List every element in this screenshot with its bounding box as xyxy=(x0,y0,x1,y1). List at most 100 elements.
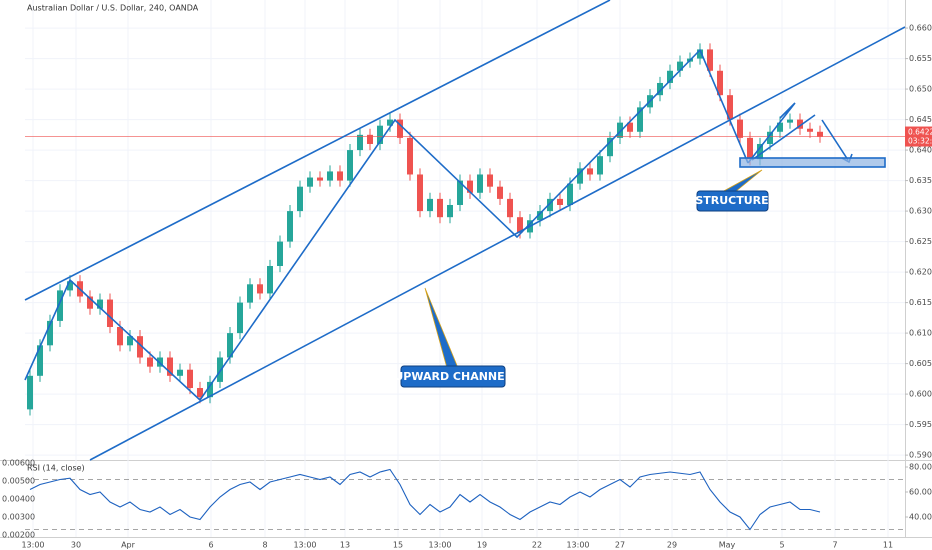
candle-body xyxy=(707,49,713,71)
candle-body xyxy=(617,122,623,138)
candle-body xyxy=(27,375,33,410)
x-tick-label: 5 xyxy=(779,541,784,550)
rsi-title: RSI (14, close) xyxy=(27,464,85,473)
x-tick-label: 22 xyxy=(532,541,542,550)
x-tick-label: 13:00 xyxy=(428,541,451,550)
y-tick-label: 60.00 xyxy=(909,488,932,497)
x-tick-label: 13:00 xyxy=(21,541,44,550)
y-tick-label: 0.61500 xyxy=(909,298,932,307)
candle-body xyxy=(627,122,633,132)
candle-body xyxy=(307,177,313,187)
y-tick-label: 0.59500 xyxy=(909,420,932,429)
candle-body xyxy=(167,357,173,376)
x-tick-label: 19 xyxy=(477,541,487,550)
candle-body xyxy=(457,180,463,205)
annotation: STRUCTURE xyxy=(695,194,768,207)
drawings xyxy=(24,0,906,461)
candle-body xyxy=(427,198,433,212)
candle-body xyxy=(667,70,673,83)
candle-body xyxy=(187,369,193,389)
candle-body xyxy=(107,299,113,328)
candle-body xyxy=(237,302,243,334)
candle-body xyxy=(537,211,543,221)
candle-body xyxy=(127,336,133,346)
candle-body xyxy=(477,174,483,193)
flag-upper xyxy=(747,102,796,164)
candle-body xyxy=(717,70,723,96)
candle-body xyxy=(467,180,473,193)
candle-body xyxy=(597,156,603,175)
x-tick-label: 13:00 xyxy=(566,541,589,550)
candle-body xyxy=(37,345,43,376)
x-tick-label: Apr xyxy=(121,541,136,550)
annotation: UPWARD CHANNEL xyxy=(394,370,511,383)
y-tick-label: 0.63000 xyxy=(909,207,932,216)
x-tick-label: 8 xyxy=(262,541,267,550)
x-tick-label: 6 xyxy=(208,541,213,550)
candle-body xyxy=(517,217,523,233)
candle-body xyxy=(697,49,703,59)
candle-body xyxy=(607,137,613,157)
candle-body xyxy=(767,131,773,144)
x-tick-label: 27 xyxy=(615,541,625,550)
x-tick-label: 7 xyxy=(832,541,837,550)
candle-body xyxy=(437,198,443,218)
y-tick-label: 0.63500 xyxy=(909,176,932,185)
y2-tick-label: 0.00300 xyxy=(2,513,35,522)
candle-body xyxy=(727,95,733,120)
candle-body xyxy=(177,369,183,376)
candle-body xyxy=(217,357,223,382)
candle-body xyxy=(317,177,323,181)
callout-box xyxy=(400,365,506,388)
candle-body xyxy=(137,336,143,358)
candle-body xyxy=(487,174,493,187)
candle-body xyxy=(87,296,93,309)
y-tick-label: 0.59000 xyxy=(909,451,932,460)
last-price-label: 0.64222 xyxy=(908,128,932,137)
x-tick-label: 30 xyxy=(71,541,81,550)
y-tick-label: 0.61000 xyxy=(909,329,932,338)
candle-body xyxy=(267,265,273,294)
candle-body xyxy=(367,134,373,144)
zigzag xyxy=(24,48,749,402)
candle-body xyxy=(247,284,253,303)
candle-body xyxy=(357,134,363,151)
x-tick-label: 13 xyxy=(340,541,350,550)
candle-body xyxy=(447,204,453,218)
candle-body xyxy=(637,107,643,132)
candle-body xyxy=(777,122,783,132)
candle-body xyxy=(407,137,413,175)
candle-body xyxy=(277,241,283,266)
candle-body xyxy=(797,119,803,129)
y-tick-label: 0.60500 xyxy=(909,359,932,368)
x-tick-label: May xyxy=(719,541,736,550)
y-tick-label: 80.00 xyxy=(909,463,932,472)
y-tick-label: 0.62500 xyxy=(909,237,932,246)
candle-body xyxy=(67,281,73,291)
y2-tick-label: 0.00200 xyxy=(2,531,35,540)
candle-body xyxy=(47,320,53,346)
candle-body xyxy=(97,299,103,309)
candle-body xyxy=(757,143,763,160)
candle-body xyxy=(587,168,593,175)
y-tick-label: 0.64000 xyxy=(909,146,932,155)
channel-upper xyxy=(24,0,611,301)
x-tick-label: 29 xyxy=(667,541,677,550)
candle-body xyxy=(297,186,303,212)
structure-zone xyxy=(739,157,886,168)
candle-body xyxy=(577,168,583,184)
candle-body xyxy=(197,388,203,398)
candle-body xyxy=(677,61,683,71)
y-tick-label: 0.66000 xyxy=(909,24,932,33)
y-tick-label: 0.65500 xyxy=(909,54,932,63)
y-tick-label: 0.64500 xyxy=(909,115,932,124)
channel-lower xyxy=(89,26,906,461)
candle-body xyxy=(547,198,553,212)
candle-body xyxy=(787,119,793,123)
countdown-label: 03:32:01 xyxy=(908,137,932,146)
y-tick-label: 0.62000 xyxy=(909,268,932,277)
y-tick-label: 0.65000 xyxy=(909,85,932,94)
x-tick-label: 15 xyxy=(393,541,403,550)
y2-tick-label: 0.00400 xyxy=(2,495,35,504)
